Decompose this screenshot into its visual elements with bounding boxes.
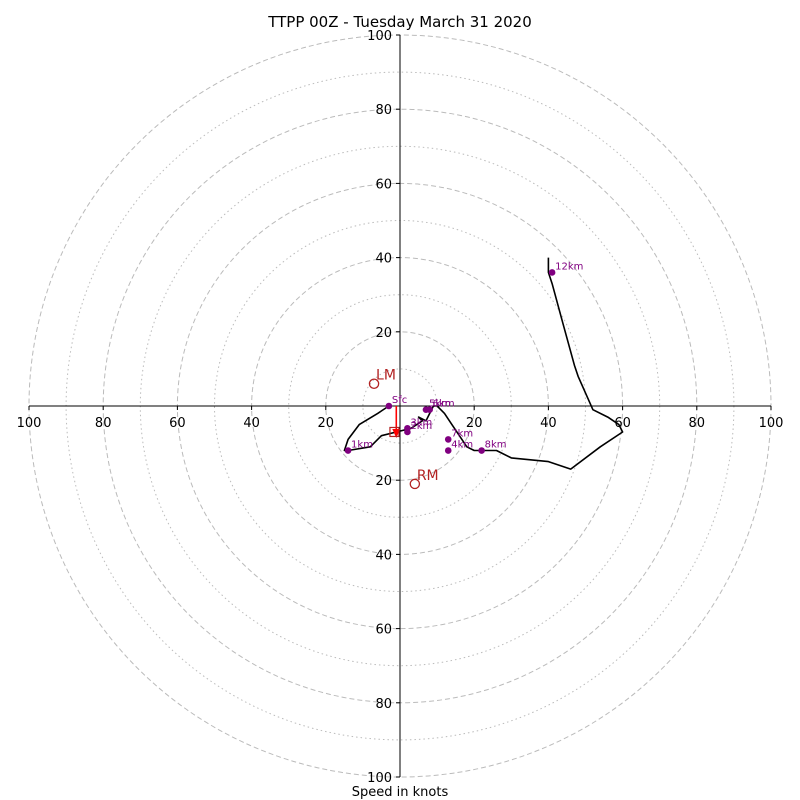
height-label-Sfc: Sfc <box>392 395 407 406</box>
storm-motion-lm-marker <box>368 378 380 389</box>
y-tick-labels: 100 80 60 40 20 20 40 60 80 100 <box>367 29 400 786</box>
x-tick-label: 60 <box>169 416 186 431</box>
x-tick-label: 80 <box>95 416 112 431</box>
y-tick-label: 60 <box>375 623 392 638</box>
mean-wind-marker <box>389 426 400 438</box>
y-tick-label: 80 <box>375 697 392 712</box>
axes <box>29 35 771 777</box>
x-tick-label: 60 <box>614 416 631 431</box>
height-label-5km: 5km <box>429 399 451 410</box>
height-label-3km: 3km <box>410 417 432 428</box>
y-tick-label: 100 <box>367 771 392 786</box>
x-tick-label: 100 <box>759 416 784 431</box>
x-tick-label: 40 <box>540 416 557 431</box>
storm-motion-rm-marker <box>409 478 421 490</box>
y-tick-label: 100 <box>367 29 392 44</box>
height-label-1km: 1km <box>351 440 373 451</box>
chart-title: TTPP 00Z - Tuesday March 31 2020 <box>267 13 532 31</box>
x-tick-labels: 100 80 60 40 20 20 40 60 80 100 <box>17 406 784 431</box>
height-label-4km: 4km <box>451 440 473 451</box>
y-tick-label: 60 <box>375 177 392 192</box>
x-tick-label: 100 <box>17 416 42 431</box>
y-tick-label: 40 <box>375 252 392 267</box>
y-tick-label: 20 <box>375 326 392 341</box>
hodograph-trace <box>343 257 624 470</box>
x-tick-label: 80 <box>689 416 706 431</box>
storm-motion-lm-label: LM <box>376 368 396 384</box>
hodograph-line-0 <box>343 257 624 470</box>
height-marker-7km <box>444 436 452 443</box>
x-axis-label: Speed in knots <box>352 785 449 800</box>
height-marker-1km <box>344 447 352 454</box>
storm-motion-rm-label: RM <box>417 468 439 484</box>
height-marker-3km <box>404 424 411 432</box>
height-label-12km: 12km <box>555 261 583 272</box>
storm-motion-markers: LM RM <box>368 368 439 490</box>
shear-vector-head <box>392 428 401 438</box>
height-marker-8km <box>478 447 485 454</box>
height-marker-4km <box>444 447 452 454</box>
height-label-2km: 2km <box>410 421 432 432</box>
height-label-7km: 7km <box>451 428 473 439</box>
height-marker-12km <box>548 269 556 276</box>
height-label-6km: 6km <box>433 399 455 410</box>
x-tick-label: 40 <box>243 416 260 431</box>
x-tick-label: 20 <box>318 416 335 431</box>
height-label-8km: 8km <box>485 440 507 451</box>
x-tick-label: 20 <box>466 416 483 431</box>
height-marker-Sfc <box>385 402 393 410</box>
y-tick-label: 80 <box>375 103 392 118</box>
y-tick-label: 40 <box>375 548 392 563</box>
height-marker-6km <box>426 406 433 414</box>
y-tick-label: 20 <box>375 474 392 489</box>
